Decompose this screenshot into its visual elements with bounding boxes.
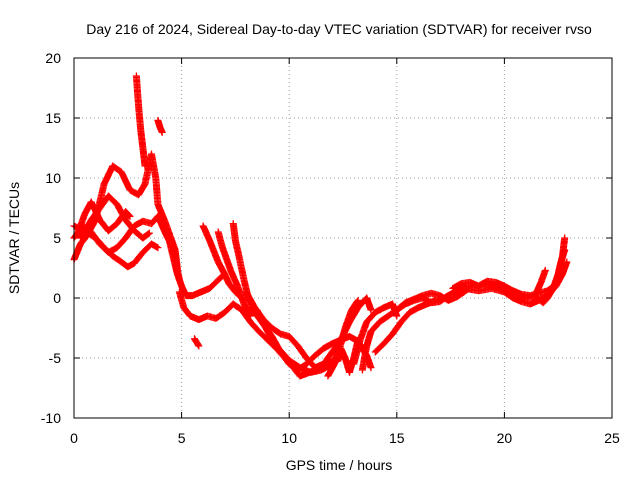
y-tick-label: -10 bbox=[41, 410, 61, 426]
plot-frame bbox=[73, 57, 613, 419]
x-tick-label: 0 bbox=[70, 430, 78, 446]
y-tick-label: 20 bbox=[45, 50, 61, 66]
x-tick-label: 10 bbox=[281, 430, 297, 446]
y-tick-label: 0 bbox=[53, 290, 61, 306]
data-point-markers bbox=[132, 72, 149, 170]
data-marks bbox=[70, 72, 571, 380]
series-arc-7 bbox=[154, 116, 166, 136]
axis-tick-labels: 0 5 10 15 20 25 -10 -5 0 5 10 15 20 bbox=[41, 50, 620, 446]
data-point-markers bbox=[74, 198, 134, 236]
chart-title: Day 216 of 2024, Sidereal Day-to-day VTE… bbox=[86, 21, 592, 37]
x-tick-label: 25 bbox=[604, 430, 620, 446]
x-axis-label: GPS time / hours bbox=[286, 457, 393, 473]
data-point-markers bbox=[533, 266, 549, 296]
data-point-markers bbox=[214, 228, 254, 320]
y-tick-label: 5 bbox=[53, 230, 61, 246]
series-arc-6 bbox=[132, 72, 149, 170]
grid bbox=[74, 58, 612, 418]
x-tick-label: 15 bbox=[389, 430, 405, 446]
series-arc-11 bbox=[214, 228, 254, 320]
y-tick-label: 15 bbox=[45, 110, 61, 126]
series-arc-16 bbox=[350, 300, 401, 368]
series-arc-22 bbox=[479, 246, 569, 307]
y-axis-label: SDTVAR / TECUs bbox=[6, 182, 22, 294]
series-arc-5 bbox=[74, 198, 134, 236]
data-point-markers bbox=[154, 116, 166, 136]
series-arc-23 bbox=[533, 266, 549, 296]
series-arc-24 bbox=[191, 335, 203, 350]
data-point-markers bbox=[479, 246, 569, 307]
y-tick-label: 10 bbox=[45, 170, 61, 186]
data-point-markers bbox=[350, 300, 401, 368]
y-tick-label: -5 bbox=[49, 350, 62, 366]
series-arc-10 bbox=[199, 222, 229, 278]
data-point-markers bbox=[191, 335, 203, 350]
data-point-markers bbox=[199, 222, 229, 278]
x-tick-label: 20 bbox=[497, 430, 513, 446]
x-tick-label: 5 bbox=[178, 430, 186, 446]
